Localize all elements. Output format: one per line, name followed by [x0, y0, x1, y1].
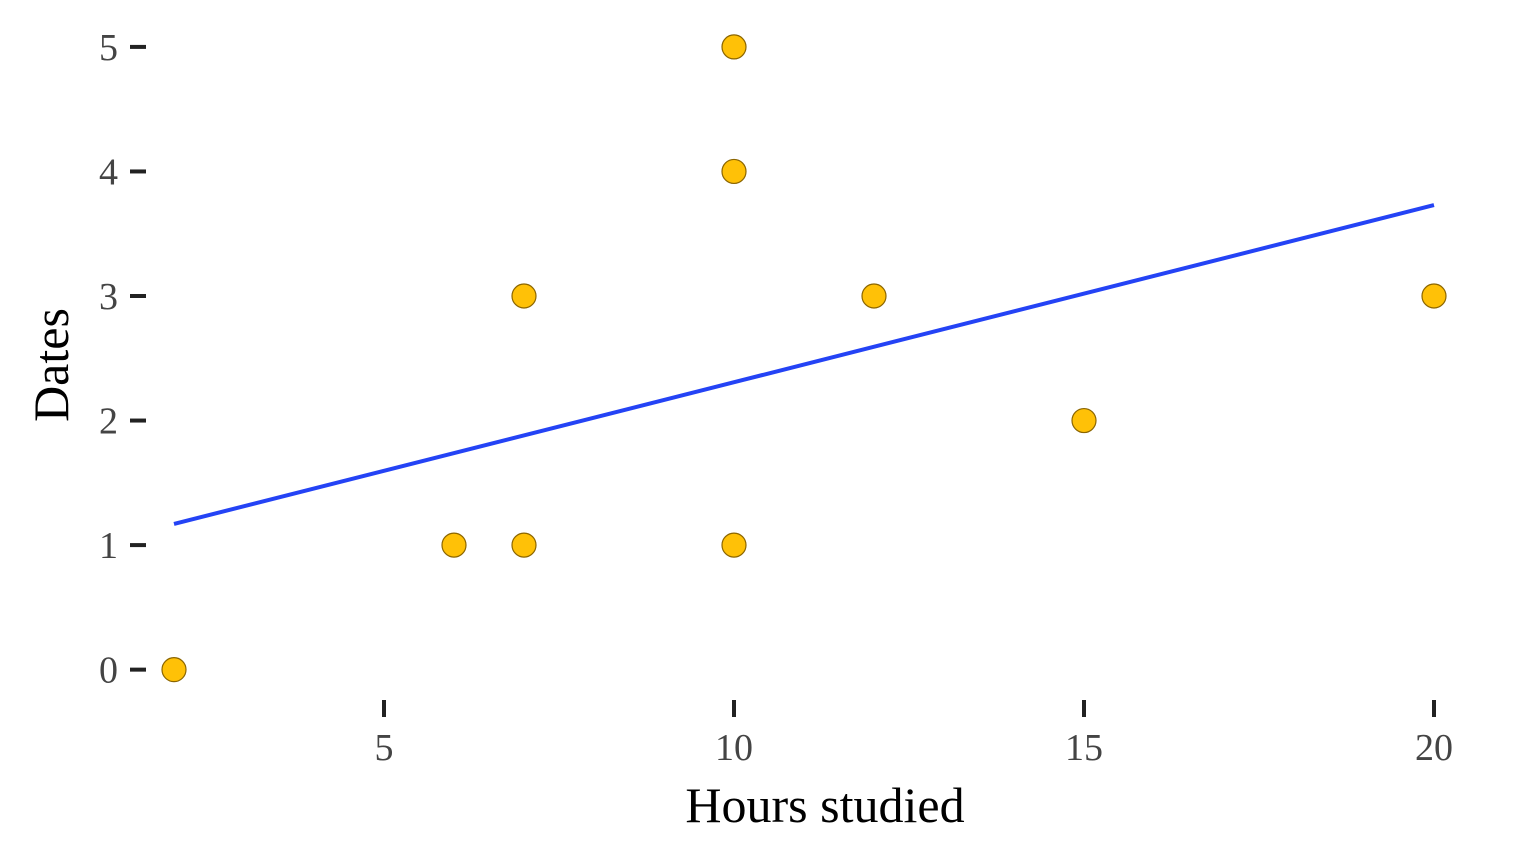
data-point — [511, 283, 537, 309]
data-point — [511, 532, 537, 558]
points-layer — [161, 34, 1447, 683]
data-point — [161, 657, 187, 683]
y-tick-label: 2 — [99, 401, 118, 443]
data-point — [1421, 283, 1447, 309]
y-axis: 0 1 2 3 4 5 — [99, 27, 146, 692]
y-tick-label: 4 — [99, 151, 118, 193]
y-tick-label: 1 — [99, 525, 118, 567]
data-point — [1071, 407, 1097, 434]
trend-line — [173, 203, 1435, 526]
y-tick-label: 3 — [99, 276, 118, 318]
data-point — [721, 158, 747, 185]
x-tick-label: 5 — [375, 727, 394, 769]
y-axis-title: Dates — [23, 308, 79, 422]
x-axis-title: Hours studied — [685, 777, 964, 833]
y-tick-label: 0 — [99, 650, 118, 692]
data-point — [441, 532, 467, 558]
y-tick-label: 5 — [99, 27, 118, 69]
x-tick-label: 15 — [1065, 727, 1103, 769]
x-tick-label: 20 — [1415, 727, 1453, 769]
data-point — [721, 34, 747, 60]
data-point — [721, 532, 747, 558]
trend-layer — [173, 203, 1435, 526]
x-axis: 5 10 15 20 — [375, 700, 1453, 769]
x-tick-label: 10 — [715, 727, 753, 769]
data-point — [861, 283, 887, 309]
